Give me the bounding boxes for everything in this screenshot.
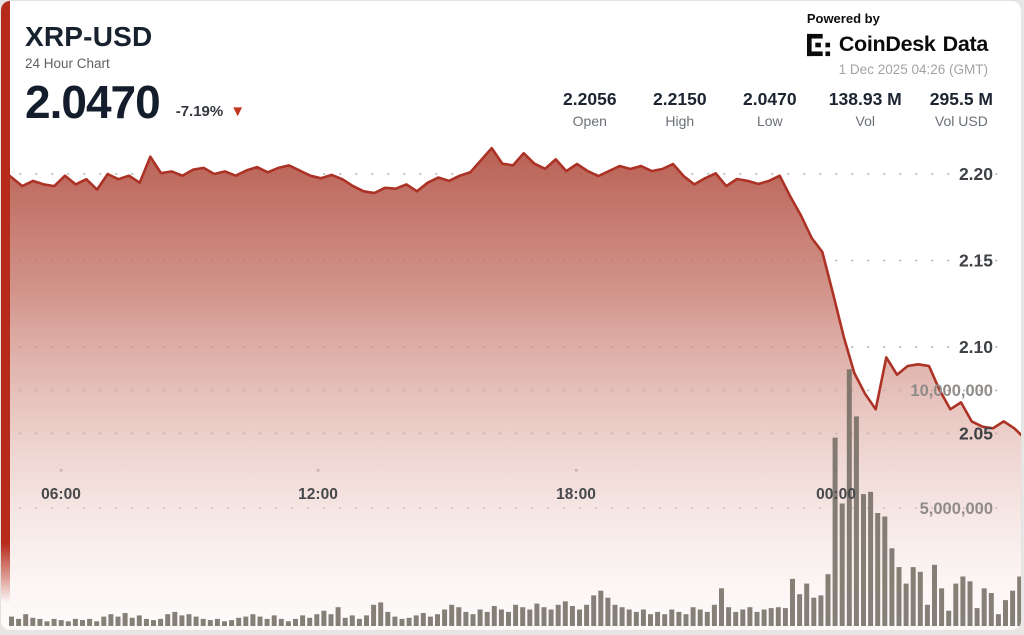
powered-by-block: Powered by CoinDesk Data 1 Dec 2025 04:26…: [806, 11, 988, 77]
stat-high-label: High: [665, 113, 695, 129]
chart-subtitle: 24 Hour Chart: [25, 56, 110, 71]
logo-word-data: Data: [942, 32, 989, 56]
stat-vol-usd: 295.5 M Vol USD: [930, 89, 993, 129]
svg-text:2.05: 2.05: [959, 424, 993, 444]
price-row: 2.0470 -7.19% ▼: [25, 79, 245, 125]
stat-vol-usd-value: 295.5 M: [929, 89, 993, 109]
down-triangle-icon: ▼: [230, 103, 246, 120]
symbol-title: XRP-USD: [25, 21, 153, 52]
price-area: [1, 148, 1021, 630]
stat-low-label: Low: [756, 113, 783, 129]
stats-row: 2.2056 Open 2.2150 High 2.0470 Low 138.9…: [559, 89, 993, 129]
svg-text:00:00: 00:00: [816, 486, 856, 503]
coindesk-logo: CoinDesk Data: [806, 32, 988, 57]
logo-word-coindesk: CoinDesk: [838, 32, 936, 56]
price-change-percent: -7.19%: [175, 103, 224, 120]
coindesk-logo-text: CoinDesk Data: [839, 32, 988, 57]
coindesk-mark-icon: [806, 33, 830, 56]
price-line: [1, 146, 1021, 437]
header: XRP-USD 24 Hour Chart 2.0470 -7.19% ▼: [25, 21, 245, 125]
stat-high-value: 2.2150: [653, 89, 707, 109]
timestamp: 1 Dec 2025 04:26 (GMT): [838, 62, 988, 77]
stat-open-label: Open: [572, 113, 607, 129]
stat-vol: 138.93 M Vol: [829, 89, 902, 129]
svg-text:2.15: 2.15: [959, 251, 993, 271]
svg-text:18:00: 18:00: [556, 486, 596, 503]
svg-text:06:00: 06:00: [41, 486, 81, 503]
svg-text:12:00: 12:00: [298, 486, 338, 503]
svg-text:10,000,000: 10,000,000: [910, 382, 993, 400]
svg-text:5,000,000: 5,000,000: [920, 500, 993, 518]
powered-by-label: Powered by: [806, 11, 880, 26]
stat-low-value: 2.0470: [743, 89, 797, 109]
chart-svg[interactable]: 2.20 2.15 2.10 2.05 10,000,000 5,000,000 06:00…: [1, 141, 1022, 631]
stat-open-value: 2.2056: [563, 89, 617, 109]
price-volume-chart[interactable]: 2.20 2.15 2.10 2.05 10,000,000 5,000,000 06:00…: [1, 141, 1022, 631]
current-price: 2.0470: [25, 76, 161, 128]
stat-high: 2.2150 High: [649, 89, 711, 129]
svg-text:2.10: 2.10: [959, 337, 993, 357]
left-accent-bar: [1, 1, 10, 603]
stat-low: 2.0470 Low: [739, 89, 801, 129]
stat-vol-label: Vol: [855, 113, 876, 129]
volume-bars: [9, 369, 1021, 626]
stat-vol-value: 138.93 M: [828, 89, 902, 109]
stat-open: 2.2056 Open: [559, 89, 621, 129]
stat-vol-usd-label: Vol USD: [934, 113, 988, 129]
axis-labels: 2.20 2.15 2.10 2.05 10,000,000 5,000,000 06:00…: [41, 164, 993, 518]
svg-text:2.20: 2.20: [959, 164, 993, 184]
